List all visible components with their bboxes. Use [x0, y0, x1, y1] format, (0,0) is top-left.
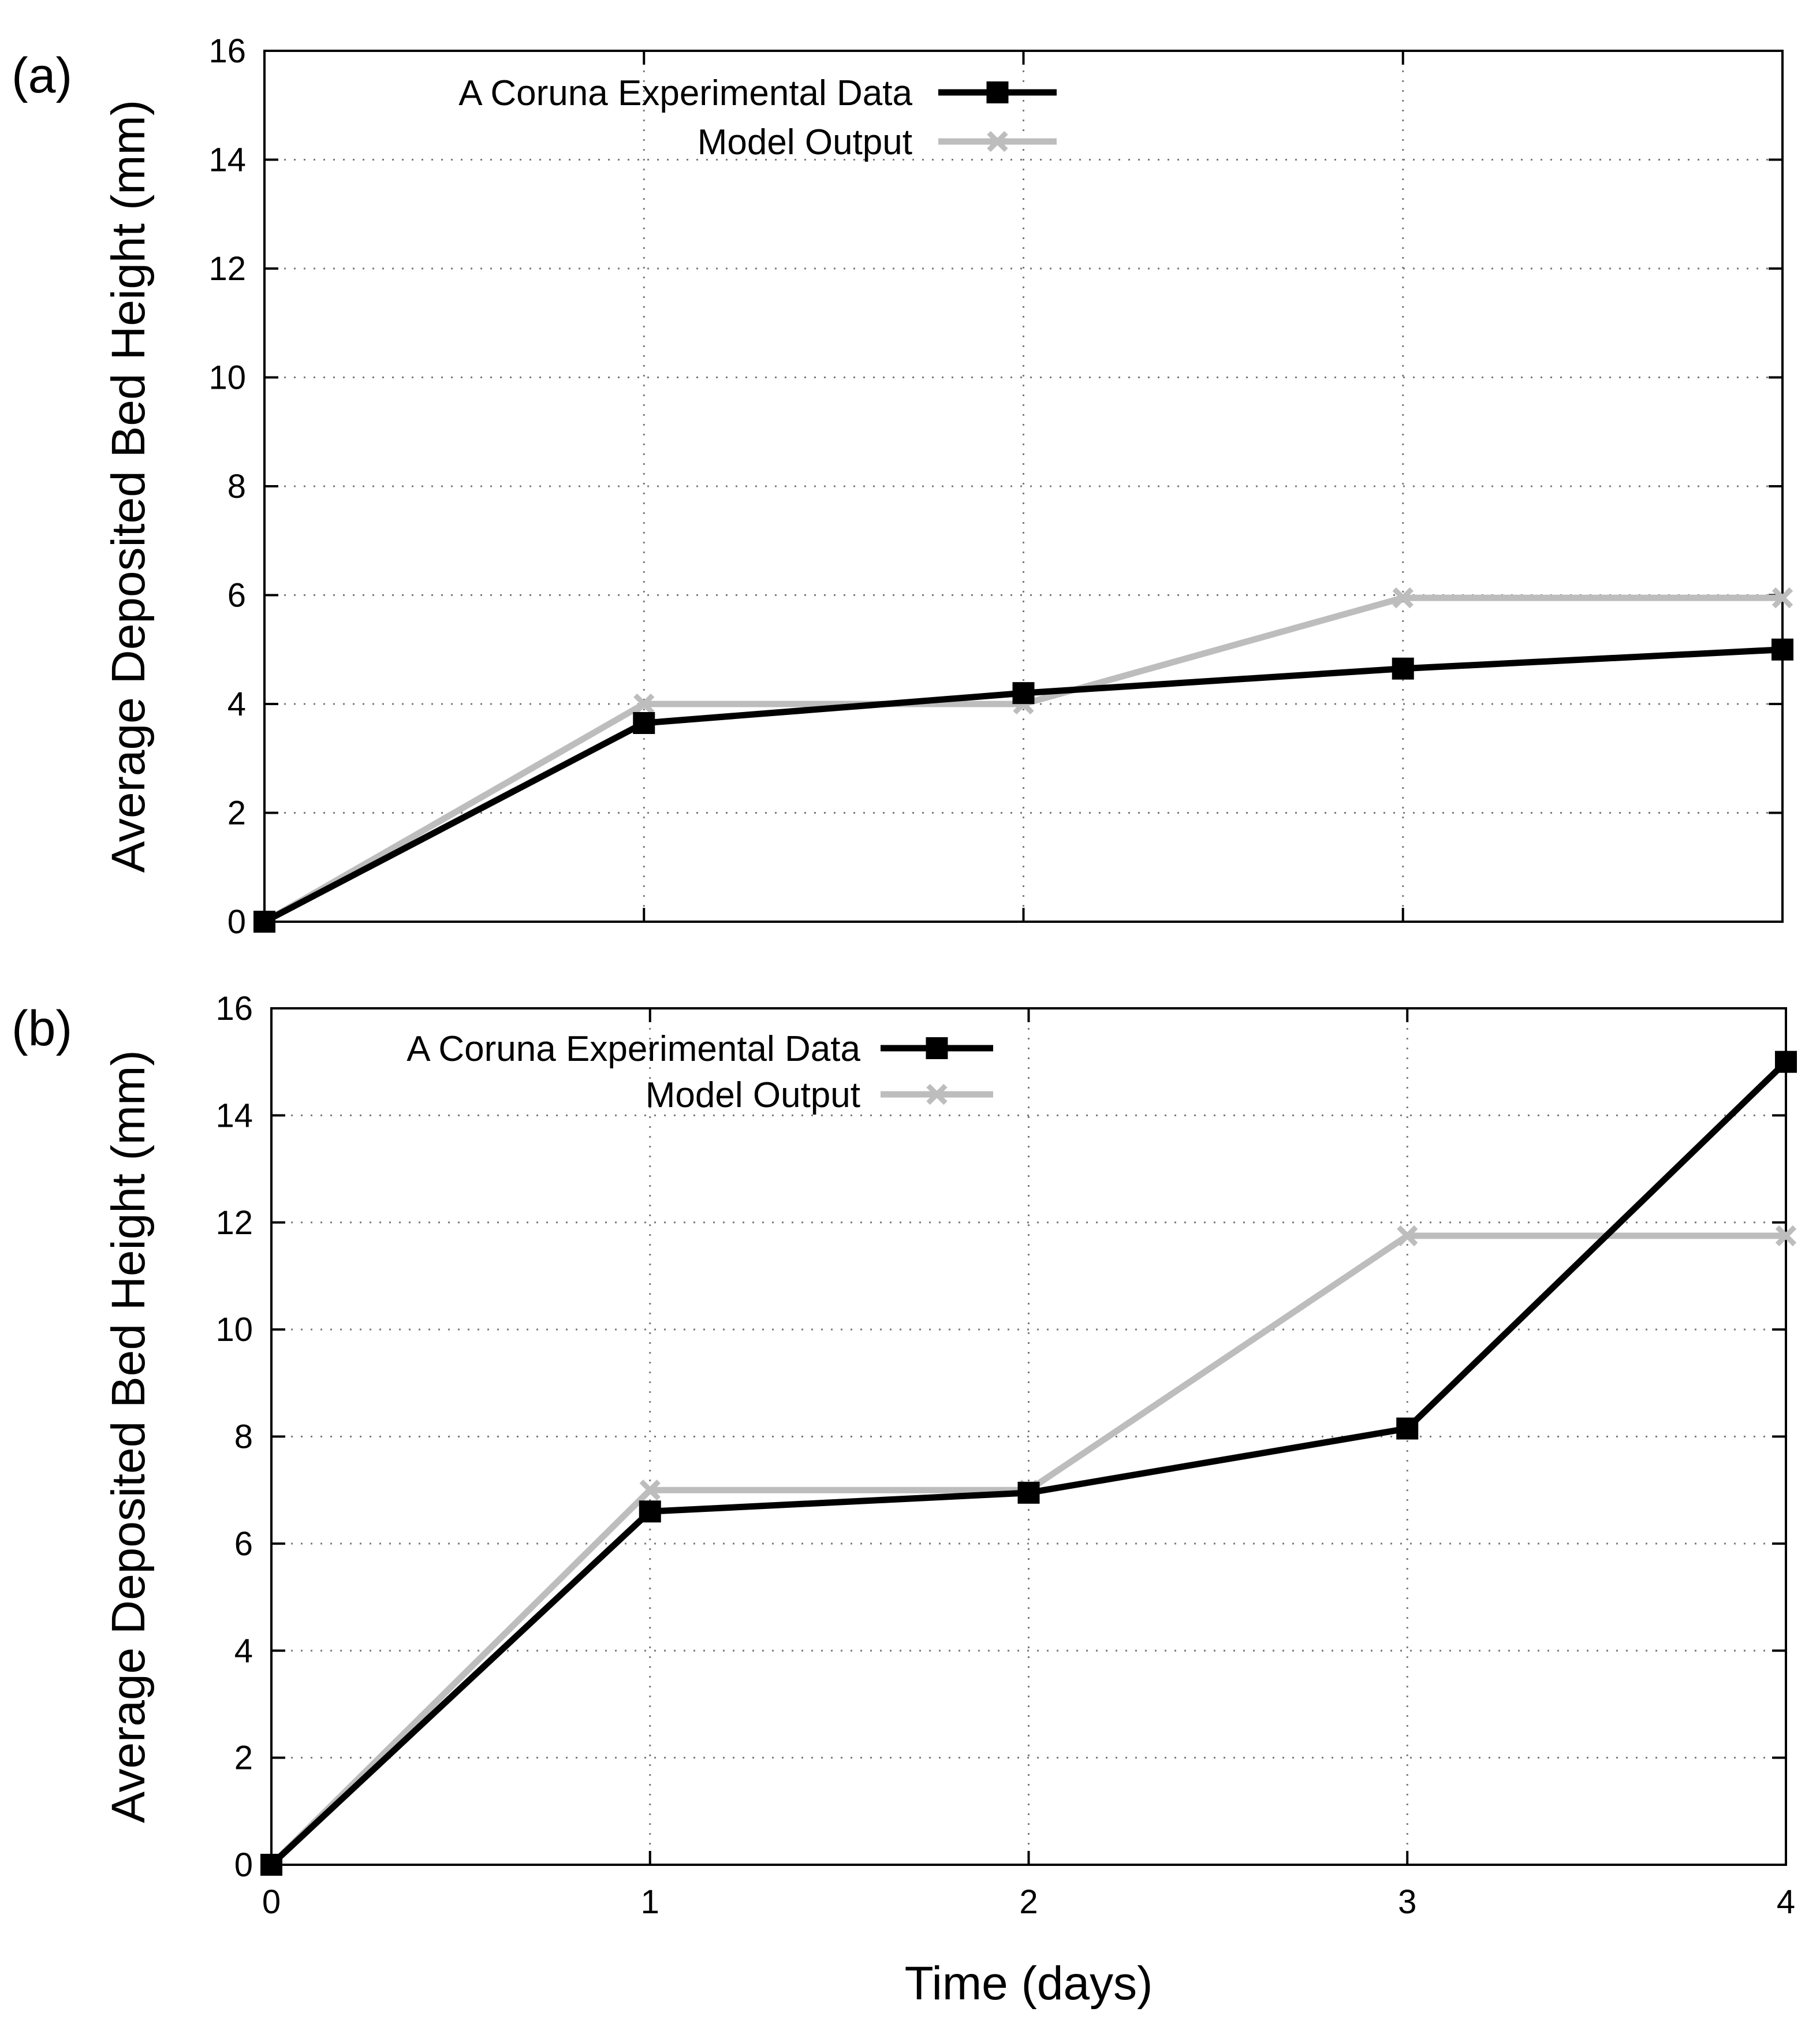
y-tick-label: 4: [228, 685, 246, 723]
y-tick-label: 12: [208, 250, 246, 288]
x-tick-label: 2: [1019, 1883, 1038, 1921]
data-point-model: [1392, 587, 1414, 609]
series-line-model: [263, 594, 1782, 925]
legend-label-experimental: A Coruna Experimental Data: [406, 1029, 860, 1069]
legend-marker-model: [987, 131, 1008, 152]
y-tick-label: 2: [228, 795, 246, 832]
legend-marker-model: [926, 1083, 948, 1105]
data-point-experimental: [1012, 682, 1035, 705]
legend: A Coruna Experimental Data Model Output: [406, 1029, 993, 1115]
data-point-experimental: [1775, 1050, 1797, 1073]
y-tick-label: 4: [234, 1632, 253, 1670]
chart-panel-a: 0 2 4 6 8 10 12 14 16 Average Deposited Bed Heigh…: [12, 32, 1793, 941]
y-axis-label: Average Deposited Bed Height (mm): [102, 100, 155, 873]
data-point-model-stroke: [1771, 587, 1793, 609]
y-tick-label: 14: [208, 141, 246, 179]
legend-label-model: Model Output: [646, 1075, 860, 1115]
data-point-experimental: [639, 1500, 661, 1523]
data-point-experimental: [253, 911, 275, 933]
y-tick-label: 10: [208, 359, 246, 397]
legend-marker-experimental: [986, 81, 1009, 103]
x-tick-label: 4: [1777, 1883, 1795, 1921]
y-tick-label: 2: [234, 1739, 253, 1777]
y-tick-label: 0: [228, 903, 246, 941]
data-point-model: [1775, 1225, 1797, 1247]
y-tick-label: 10: [215, 1311, 253, 1348]
y-tick-label: 8: [228, 468, 246, 505]
data-point-model: [1771, 587, 1793, 609]
legend-label-model: Model Output: [698, 122, 912, 162]
data-point-model: [1397, 1225, 1418, 1247]
data-point-model: [639, 1480, 661, 1501]
panel-label: (b): [12, 1001, 72, 1056]
x-axis-label: Time (days): [905, 1957, 1153, 2010]
data-point-model-stroke: [1392, 587, 1414, 609]
legend-label-experimental: A Coruna Experimental Data: [458, 73, 912, 113]
y-tick-label: 14: [215, 1097, 253, 1134]
y-tick-label: 0: [234, 1846, 253, 1884]
x-tick-label: 3: [1398, 1883, 1416, 1921]
legend: A Coruna Experimental Data Model Output: [458, 73, 1057, 162]
series-line-experimental: [269, 1059, 1788, 1868]
y-tick-label: 6: [234, 1525, 253, 1563]
y-axis-label: Average Deposited Bed Height (mm): [102, 1050, 155, 1823]
data-point-model-stroke: [639, 1480, 661, 1501]
plot-frame: [263, 50, 1784, 923]
y-tick-label: 12: [215, 1204, 253, 1242]
y-tick-label: 6: [228, 577, 246, 614]
y-tick-label: 8: [234, 1418, 253, 1456]
panel-label: (a): [12, 48, 72, 103]
y-tick-label: 16: [208, 32, 246, 70]
data-point-experimental: [260, 1854, 282, 1876]
data-point-model-stroke: [633, 693, 655, 715]
data-point-experimental: [1771, 638, 1793, 661]
data-point-model-stroke: [1397, 1225, 1418, 1247]
x-tick-label: 1: [641, 1883, 659, 1921]
data-point-experimental: [1392, 657, 1414, 680]
y-tick-label: 16: [215, 990, 253, 1027]
legend-marker-model-stroke: [987, 131, 1008, 152]
plot-frame: [270, 1007, 1787, 1866]
data-point-model: [633, 693, 655, 715]
x-tick-label: 0: [262, 1883, 281, 1921]
legend-marker-model-stroke: [926, 1083, 948, 1105]
data-point-experimental: [1396, 1417, 1419, 1440]
legend-marker-experimental: [926, 1037, 948, 1059]
data-point-experimental: [633, 711, 655, 734]
data-point-experimental: [1017, 1481, 1040, 1504]
data-point-model-stroke: [1775, 1225, 1797, 1247]
